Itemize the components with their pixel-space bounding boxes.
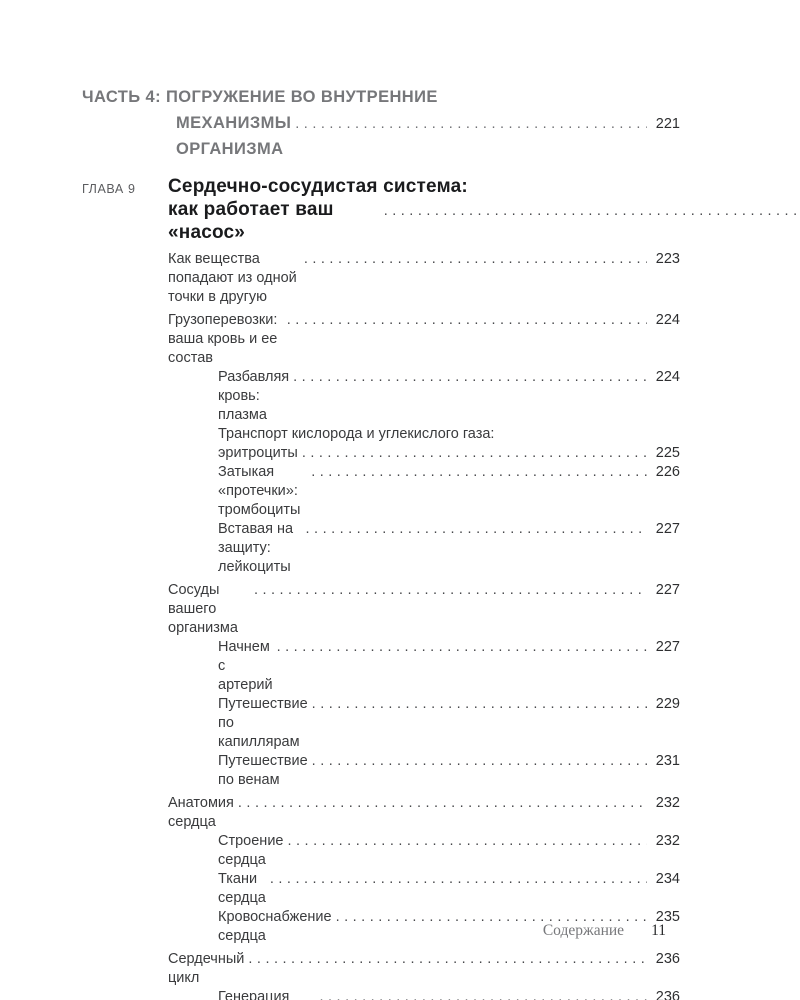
dot-leader — [287, 311, 647, 330]
dot-leader — [384, 200, 800, 223]
entry-page-number: 223 — [655, 251, 680, 267]
entry-page-number: 227 — [655, 582, 680, 598]
entry-title: Разбавляя кровь: плазма — [218, 369, 294, 423]
entry-title: Генерация электрических импульсов — [218, 989, 290, 1000]
toc-entry-level2: Путешествие по венам 231 — [218, 752, 680, 790]
dot-leader — [312, 695, 647, 714]
entry-page-number: 236 — [655, 989, 680, 1000]
dot-leader — [306, 520, 647, 539]
entry-title: Начнем с артерий — [218, 639, 274, 693]
dot-leader — [293, 368, 647, 387]
table-of-contents: ЧАСТЬ 4: ПОГРУЖЕНИЕ ВО ВНУТРЕННИЕ МЕХАНИЗ… — [82, 84, 680, 1000]
entry-page-number: 235 — [655, 909, 680, 925]
entry-title: Сосуды вашего организма — [168, 582, 238, 636]
toc-entry-level2: Кровоснабжение сердца 235 — [218, 908, 680, 946]
entry-page-number: 229 — [655, 696, 680, 712]
entry-page-number: 232 — [655, 833, 680, 849]
entry-title: Строение сердца — [218, 833, 288, 868]
entry-title: Грузоперевозки: ваша кровь и ее состав — [168, 312, 282, 366]
entry-title: Вставая на защиту: лейкоциты — [218, 521, 298, 575]
toc-entry-level1: Грузоперевозки: ваша кровь и ее состав 22… — [168, 311, 680, 368]
toc-entry-part: ЧАСТЬ 4: ПОГРУЖЕНИЕ ВО ВНУТРЕННИЕ МЕХАНИЗ… — [82, 84, 680, 162]
entry-title: Как вещества попадают из одной точки в д… — [168, 251, 301, 305]
entry-page-number: 224 — [655, 369, 680, 385]
entry-title: ЧАСТЬ 4: ПОГРУЖЕНИЕ ВО ВНУТРЕННИЕ — [82, 88, 438, 106]
dot-leader — [295, 111, 647, 137]
toc-entry-level1: Сосуды вашего организма 227 — [168, 581, 680, 638]
dot-leader — [287, 832, 647, 851]
toc-entry-level2: Путешествие по капиллярам 229 — [218, 695, 680, 752]
toc-entry-level2: Начнем с артерий 227 — [218, 638, 680, 695]
dot-leader — [319, 988, 647, 1000]
dot-leader — [238, 794, 647, 813]
footer-section-label: Содержание — [542, 922, 625, 939]
toc-entry-level1: Анатомия сердца 232 — [168, 794, 680, 832]
dot-leader — [277, 638, 647, 657]
dot-leader — [254, 581, 647, 600]
entry-page-number: 236 — [655, 951, 680, 967]
entry-title: Кровоснабжение сердца — [218, 909, 336, 944]
dot-leader — [311, 463, 647, 482]
page-footer: Содержание 11 — [543, 922, 666, 940]
toc-entry-level1: Сердечный цикл 236 — [168, 950, 680, 988]
entry-title: Затыкая «протечки»: тромбоциты — [218, 464, 302, 518]
entry-page-number: 226 — [655, 464, 680, 480]
entry-title: Путешествие по венам — [218, 753, 312, 788]
toc-entry-level2: Ткани сердца 234 — [218, 870, 680, 908]
toc-entry-level1: Как вещества попадают из одной точки в д… — [168, 250, 680, 307]
entry-page-number: 231 — [655, 753, 680, 769]
entry-title: Путешествие по капиллярам — [218, 696, 312, 750]
toc-entry-level2: Строение сердца 232 — [218, 832, 680, 870]
entry-title: Сердечно-сосудистая система: — [168, 176, 468, 197]
toc-entry-level2: Разбавляя кровь: плазма 224 — [218, 368, 680, 425]
chapter-label: ГЛАВА 9 — [82, 182, 136, 196]
entry-title: эритроциты — [218, 445, 298, 461]
dot-leader — [312, 752, 647, 771]
entry-page-number: 221 — [655, 116, 680, 132]
entry-page-number: 234 — [655, 871, 680, 887]
entry-title: МЕХАНИЗМЫ ОРГАНИЗМА — [176, 114, 297, 158]
dot-leader — [248, 950, 647, 969]
entry-page-number: 232 — [655, 795, 680, 811]
entry-page-number: 227 — [655, 639, 680, 655]
entry-title: Транспорт кислорода и углекислого газа: — [218, 426, 495, 442]
footer-page-number: 11 — [651, 922, 666, 939]
toc-entry-chapter: ГЛАВА 9 Сердечно-сосудистая система: как р… — [82, 175, 680, 244]
dot-leader — [270, 870, 647, 889]
entry-title: как работает ваш «насос» — [168, 199, 340, 243]
entry-page-number: 227 — [655, 521, 680, 537]
dot-leader — [302, 444, 647, 463]
entry-title: Анатомия сердца — [168, 795, 238, 830]
toc-entry-level2: Вставая на защиту: лейкоциты 227 — [218, 520, 680, 577]
dot-leader — [304, 250, 647, 269]
entry-page-number: 224 — [655, 312, 680, 328]
entry-title: Ткани сердца — [218, 871, 266, 906]
toc-entry-level2: Транспорт кислорода и углекислого газа: э… — [218, 425, 680, 463]
entry-page-number: 225 — [655, 445, 680, 461]
toc-entry-level2: Генерация электрических импульсов 236 — [218, 988, 680, 1000]
entry-title: Сердечный цикл — [168, 951, 249, 986]
toc-entry-level2: Затыкая «протечки»: тромбоциты 226 — [218, 463, 680, 520]
